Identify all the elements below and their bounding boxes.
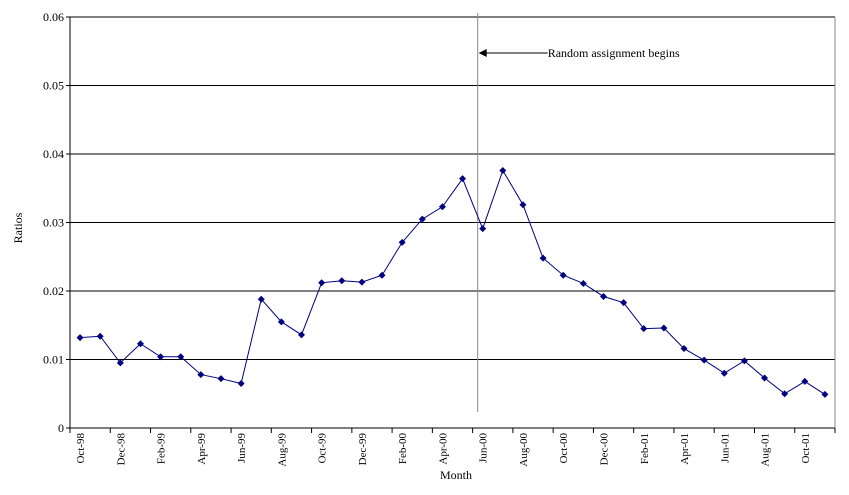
data-point-Feb-99: [157, 353, 165, 361]
data-point-Sep-99: [298, 331, 306, 339]
x-tick-label: Feb-99: [156, 433, 168, 465]
x-tick-label: Jun-99: [236, 433, 248, 463]
data-point-Oct-00: [559, 271, 567, 279]
data-point-Nov-00: [579, 279, 587, 287]
data-point-Jan-99: [136, 340, 144, 348]
x-tick-label: Feb-00: [397, 433, 409, 465]
data-point-Jan-00: [378, 271, 386, 279]
series-line: [80, 169, 826, 395]
x-tick-label: Dec-99: [357, 433, 369, 466]
y-tick-label: 0: [58, 421, 64, 435]
y-tick-label: 0.03: [43, 216, 64, 230]
data-point-Jan-01: [620, 299, 628, 307]
x-tick-label: Dec-98: [115, 433, 127, 466]
data-point-Dec-99: [358, 278, 366, 286]
y-axis-ticks: 0 0.01 0.02 0.03 0.04 0.05 0.06: [43, 10, 70, 435]
x-tick-label: Jun-01: [719, 433, 731, 463]
data-point-Feb-01: [640, 325, 648, 333]
arrow-head-icon: [478, 49, 487, 57]
data-point-May-00: [459, 175, 467, 183]
x-tick-label: Jun-00: [478, 433, 490, 463]
x-tick-label: Apr-00: [437, 433, 449, 465]
data-point-Aug-00: [519, 201, 527, 209]
data-point-Aug-01: [761, 374, 769, 382]
y-axis-label: Ratios: [11, 212, 25, 243]
x-axis-ticks: Oct-98 Dec-98 Feb-99 Apr-99 Jun-99 Aug-99 Oct-…: [69, 428, 836, 467]
x-tick-label: Apr-99: [196, 433, 208, 465]
data-point-Nov-99: [338, 277, 346, 285]
data-point-Jun-00: [479, 225, 487, 233]
annotation-text: Random assignment begins: [548, 46, 680, 60]
data-point-Apr-99: [197, 371, 205, 379]
data-point-Dec-00: [599, 292, 607, 300]
data-point-Jul-01: [740, 357, 748, 365]
data-point-Apr-00: [438, 203, 446, 211]
data-point-Sep-01: [781, 390, 789, 398]
y-tick-label: 0.05: [43, 79, 64, 93]
data-point-Oct-98: [76, 334, 84, 342]
data-point-Feb-00: [398, 238, 406, 246]
y-tick-label: 0.04: [43, 147, 64, 161]
y-tick-label: 0.01: [43, 353, 64, 367]
x-tick-label: Feb-01: [639, 433, 651, 464]
data-point-May-99: [217, 375, 225, 383]
data-point-Jun-01: [720, 369, 728, 377]
data-point-Dec-98: [116, 359, 124, 367]
y-tick-label: 0.02: [43, 284, 64, 298]
gridlines: [70, 16, 835, 360]
data-point-Oct-99: [318, 279, 326, 287]
data-point-Oct-01: [801, 377, 809, 385]
x-tick-label: Aug-01: [760, 433, 772, 467]
x-tick-label: Oct-99: [317, 433, 329, 464]
data-point-Apr-01: [680, 345, 688, 353]
data-point-Jul-99: [257, 295, 265, 303]
y-tick-label: 0.06: [43, 10, 64, 24]
x-tick-label: Aug-99: [276, 433, 288, 467]
data-point-Mar-00: [418, 215, 426, 223]
x-tick-label: Dec-00: [598, 433, 610, 466]
x-tick-label: Oct-01: [800, 433, 812, 464]
data-point-Jun-99: [237, 379, 245, 387]
data-point-Mar-01: [660, 324, 668, 332]
data-point-May-01: [700, 356, 708, 364]
data-points: [76, 166, 829, 398]
x-tick-label: Apr-01: [679, 433, 691, 465]
x-tick-label: Aug-00: [518, 433, 530, 467]
annotation-arrow: [478, 49, 548, 57]
data-point-Aug-99: [277, 318, 285, 326]
x-axis-label: Month: [440, 468, 472, 482]
x-tick-label: Oct-00: [558, 433, 570, 464]
data-point-Sep-00: [539, 254, 547, 262]
x-tick-label: Oct-98: [75, 433, 87, 464]
data-point-Jul-00: [499, 166, 507, 174]
data-point-Nov-01: [821, 390, 829, 398]
data-point-Nov-98: [96, 332, 104, 340]
data-point-Mar-99: [177, 353, 185, 361]
